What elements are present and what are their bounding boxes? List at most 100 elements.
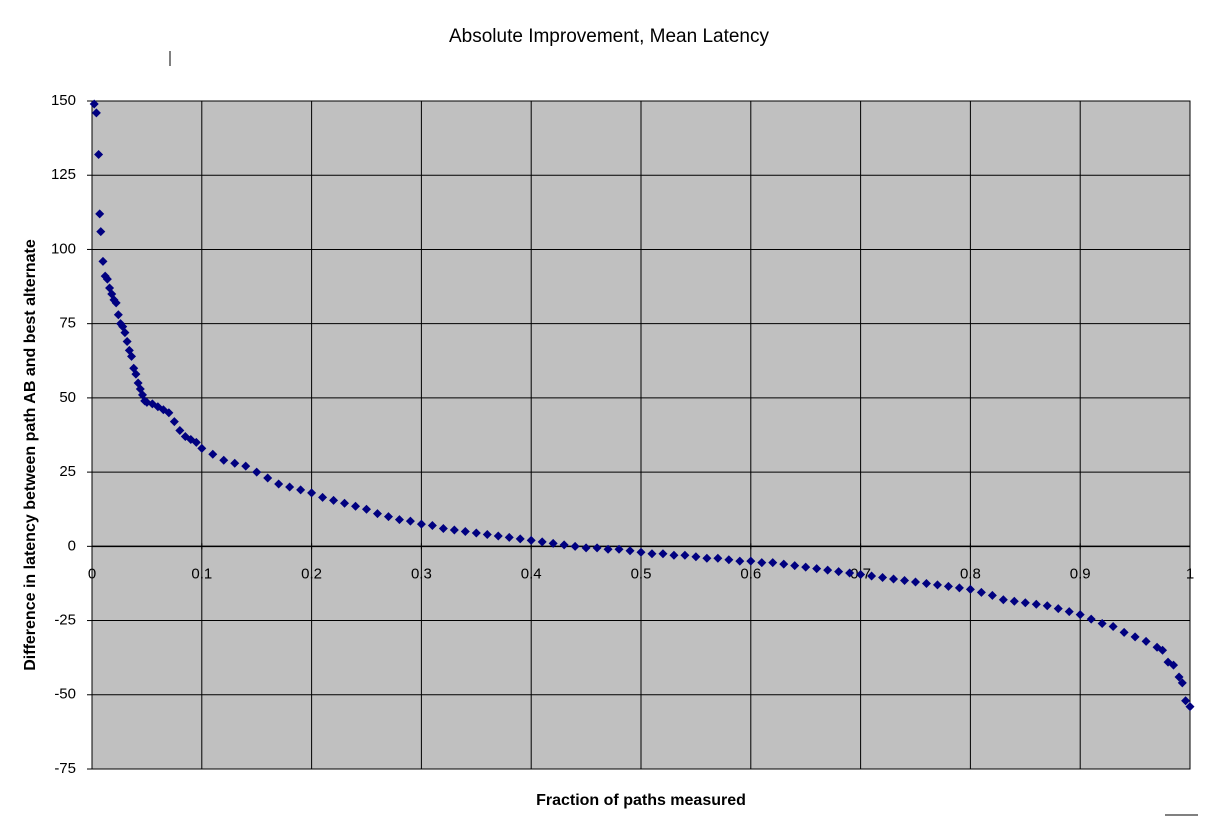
point [482, 529, 492, 539]
point [394, 515, 404, 525]
point [1086, 614, 1096, 624]
point [954, 583, 964, 593]
y-tick-label: -75 [54, 760, 76, 777]
point [559, 540, 569, 550]
point [91, 108, 101, 118]
point [1141, 636, 1151, 646]
point [943, 581, 953, 591]
point [669, 550, 679, 560]
point [307, 488, 317, 498]
point [263, 473, 273, 483]
point [340, 498, 350, 508]
y-axis-label: Difference in latency between path AB an… [22, 239, 39, 671]
x-tick-label: 0 [88, 565, 96, 582]
point [98, 256, 108, 266]
point [383, 512, 393, 522]
x-tick-label: 0.3 [411, 565, 432, 582]
point [976, 587, 986, 597]
point [987, 590, 997, 600]
y-tick-label: 100 [51, 240, 76, 257]
point [680, 550, 690, 560]
point [164, 408, 174, 418]
point [329, 495, 339, 505]
y-tick-label: 150 [51, 92, 76, 109]
point [252, 467, 262, 477]
y-tick-label: 25 [59, 463, 76, 480]
point [122, 336, 132, 346]
point [175, 426, 185, 436]
point [921, 578, 931, 588]
point [1185, 702, 1195, 712]
point [1031, 599, 1041, 609]
point [856, 570, 866, 580]
point [197, 443, 207, 453]
y-tick-label: 50 [59, 389, 76, 406]
point [504, 532, 514, 542]
point [1177, 678, 1187, 688]
point [724, 555, 734, 565]
point [89, 99, 99, 109]
point [746, 556, 756, 566]
point [416, 519, 426, 529]
x-tick-label: 0.2 [301, 565, 322, 582]
point [812, 564, 822, 574]
point [449, 525, 459, 535]
point [691, 552, 701, 562]
x-tick-label: 0.8 [960, 565, 981, 582]
point [127, 351, 137, 361]
point [1009, 596, 1019, 606]
point [230, 458, 240, 468]
point [845, 568, 855, 578]
point [1119, 627, 1129, 637]
point [219, 455, 229, 465]
point [757, 558, 767, 568]
point [405, 516, 415, 526]
point [889, 574, 899, 584]
y-tick-label: 0 [68, 537, 76, 554]
point [614, 544, 624, 554]
point [603, 544, 613, 554]
point [1158, 645, 1168, 655]
point [285, 482, 295, 492]
point [900, 575, 910, 585]
point [102, 274, 112, 284]
point [702, 553, 712, 563]
point [735, 556, 745, 566]
point [647, 549, 657, 559]
point [537, 537, 547, 547]
x-tick-label: 0.1 [191, 565, 212, 582]
point [241, 461, 251, 471]
point [427, 521, 437, 531]
point [1130, 632, 1140, 642]
point [911, 577, 920, 587]
point [460, 526, 470, 536]
point [95, 209, 105, 219]
y-tick-label: 75 [59, 315, 76, 332]
y-tick-label: -50 [54, 686, 76, 703]
point [169, 417, 179, 427]
point [801, 562, 811, 572]
point [581, 543, 591, 553]
point [592, 543, 602, 553]
point [493, 531, 503, 541]
chart-title: Absolute Improvement, Mean Latency [449, 26, 770, 47]
point [878, 573, 888, 583]
point [823, 565, 833, 575]
point [867, 571, 877, 581]
point [779, 559, 789, 569]
point [471, 528, 481, 538]
y-tick-label: 125 [51, 166, 76, 183]
point [1108, 621, 1118, 631]
point [790, 561, 800, 571]
point [96, 227, 106, 237]
point [834, 567, 844, 577]
point [636, 547, 646, 557]
point [1053, 604, 1063, 614]
point [1181, 696, 1191, 706]
point [1174, 672, 1184, 682]
x-tick-label: 0.9 [1070, 565, 1091, 582]
point [131, 369, 141, 379]
point [191, 437, 201, 447]
point [1169, 660, 1179, 670]
